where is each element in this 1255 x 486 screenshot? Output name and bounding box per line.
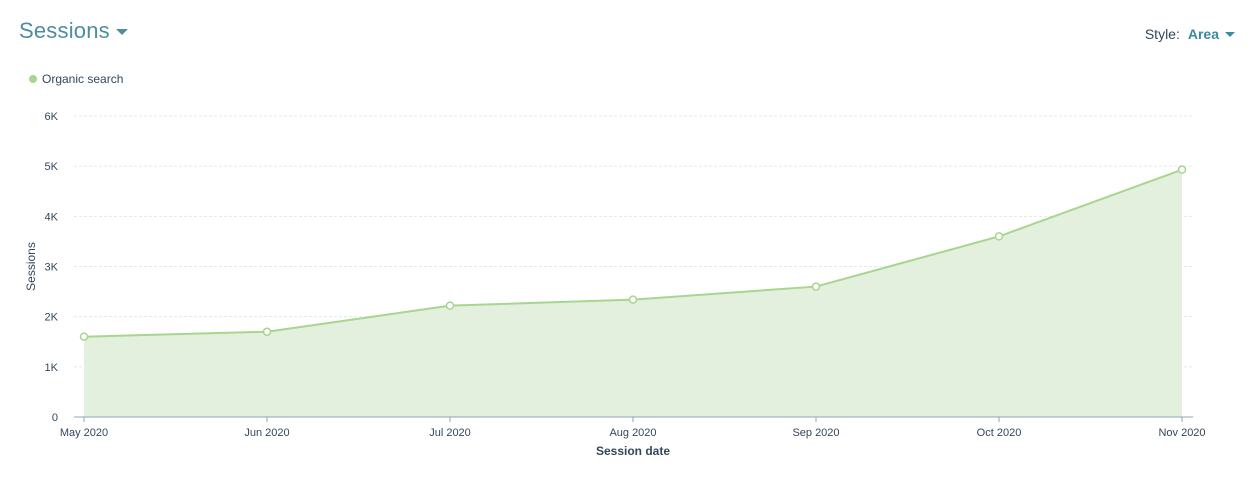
y-tick-label: 0 xyxy=(52,412,58,424)
x-tick-label: Jun 2020 xyxy=(244,427,289,439)
y-axis-title: Sessions xyxy=(24,242,38,291)
x-tick-label: Sep 2020 xyxy=(792,427,839,439)
data-point xyxy=(79,332,89,341)
legend-label[interactable]: Organic search xyxy=(42,72,124,86)
data-point xyxy=(262,327,272,336)
x-tick-label: Nov 2020 xyxy=(1158,427,1205,439)
y-tick-label: 5K xyxy=(45,161,59,173)
data-point xyxy=(1177,165,1187,174)
chart-title: Sessions xyxy=(19,18,110,43)
chevron-down-icon[interactable] xyxy=(1225,31,1235,37)
x-axis-title: Session date xyxy=(596,444,670,458)
style-label: Style: xyxy=(1144,26,1180,42)
legend: Organic search xyxy=(29,72,123,86)
x-tick-label: Jul 2020 xyxy=(429,427,471,439)
style-selector[interactable]: Style: Area xyxy=(1145,26,1235,42)
x-tick-label: Oct 2020 xyxy=(977,427,1022,439)
style-dropdown-value[interactable]: Area xyxy=(1187,26,1219,42)
y-tick-label: 1K xyxy=(45,362,59,374)
data-point xyxy=(994,232,1004,241)
x-tick-label: May 2020 xyxy=(60,427,108,439)
data-point xyxy=(628,295,638,304)
y-tick-label: 6K xyxy=(45,111,59,123)
data-point xyxy=(811,282,821,291)
chevron-down-icon[interactable] xyxy=(115,29,128,35)
y-tick-label: 4K xyxy=(45,211,59,223)
legend-swatch-organic-search[interactable] xyxy=(29,75,37,83)
y-tick-label: 3K xyxy=(45,262,59,274)
chart-title-dropdown[interactable]: Sessions xyxy=(19,18,128,44)
x-tick-label: Aug 2020 xyxy=(609,427,656,439)
series-area-organic-search xyxy=(84,169,1182,417)
data-point xyxy=(445,301,455,310)
y-tick-label: 2K xyxy=(45,312,59,324)
